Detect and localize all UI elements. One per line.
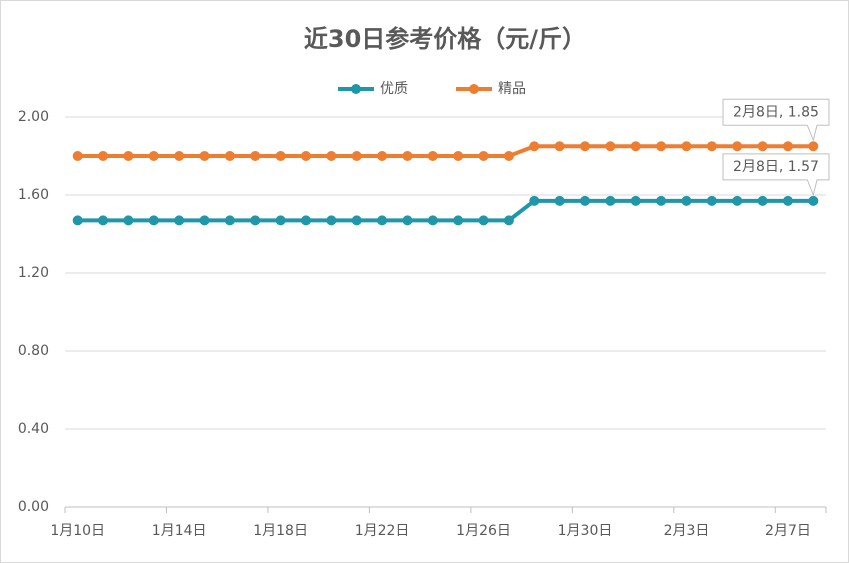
data-point [148,151,159,161]
data-point [453,151,464,161]
annotation-label: 2月8日, 1.85 [733,104,819,120]
annotation-label: 2月8日, 1.57 [733,159,819,175]
data-point [554,195,565,206]
data-point [681,141,692,152]
data-point [427,215,438,226]
data-point [199,215,210,226]
data-point [377,151,388,161]
data-point [757,195,768,206]
legend-marker [469,84,479,94]
legend-marker [351,84,361,94]
data-point [453,215,464,226]
chart-title: 近30日参考价格（元/斤） [304,25,586,53]
legend-label: 优质 [380,81,408,97]
y-tick-label: 1.60 [18,187,49,203]
data-point [656,141,667,152]
data-point [605,195,616,206]
data-point [427,151,438,161]
x-tick-label: 1月10日 [50,523,105,539]
data-point [250,215,261,226]
data-point [351,151,362,161]
data-point [580,195,591,206]
data-point [123,151,134,161]
data-point [529,141,540,152]
x-tick-label: 2月7日 [765,523,811,539]
x-tick-label: 1月14日 [152,523,207,539]
data-point [554,141,565,152]
data-point [250,151,261,161]
data-point [98,215,109,226]
legend-label: 精品 [498,81,526,97]
data-point [580,141,591,152]
data-point [326,215,337,226]
data-point [402,215,413,226]
data-point [503,215,514,226]
data-point [72,151,83,161]
y-tick-label: 0.80 [18,343,49,359]
data-point [224,151,235,161]
y-tick-label: 0.40 [18,421,49,437]
data-point [123,215,134,226]
data-point [706,141,717,152]
data-point [478,151,489,161]
data-point [402,151,413,161]
data-point [174,151,185,161]
data-point [199,151,210,161]
y-tick-label: 0.00 [18,499,49,515]
data-point [503,151,514,161]
data-point [351,215,362,226]
data-point [808,141,819,152]
x-tick-label: 2月3日 [664,523,710,539]
data-point [72,215,83,226]
y-tick-label: 1.20 [18,265,49,281]
data-point [478,215,489,226]
data-point [732,141,743,152]
data-point [808,195,819,206]
data-point [630,195,641,206]
data-point [757,141,768,152]
data-point [732,195,743,206]
annotation-callout [722,98,830,142]
x-tick-label: 1月30日 [558,523,613,539]
data-point [782,195,793,206]
data-point [782,141,793,152]
x-tick-label: 1月26日 [456,523,511,539]
data-point [300,215,311,226]
y-tick-label: 2.00 [18,109,49,125]
data-point [529,195,540,206]
data-point [300,151,311,161]
data-point [706,195,717,206]
data-point [656,195,667,206]
data-point [681,195,692,206]
x-tick-label: 1月18日 [253,523,308,539]
data-point [148,215,159,226]
data-point [174,215,185,226]
data-point [377,215,388,226]
data-point [98,151,109,161]
data-point [605,141,616,152]
data-point [275,151,286,161]
data-point [630,141,641,152]
annotation-callout [722,153,830,197]
x-tick-label: 1月22日 [355,523,410,539]
data-point [275,215,286,226]
data-point [326,151,337,161]
data-point [224,215,235,226]
